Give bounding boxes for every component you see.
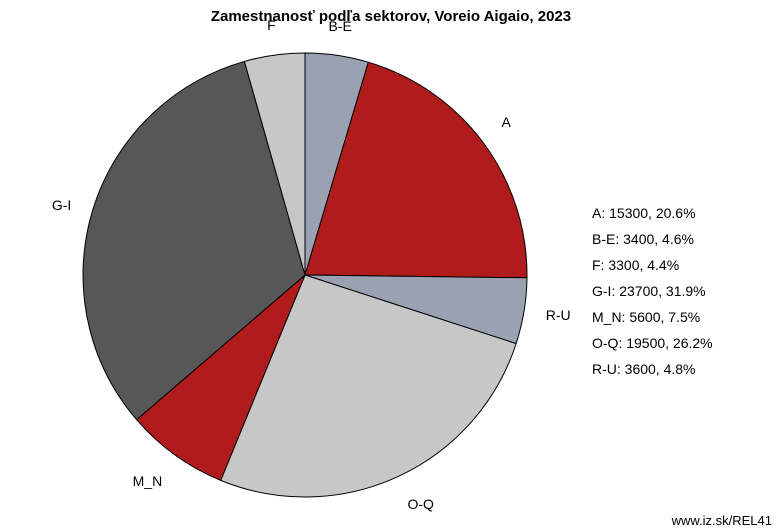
slice-label-A: A — [501, 114, 510, 130]
slice-label-R-U: R-U — [546, 307, 571, 323]
slice-label-B-E: B-E — [328, 18, 351, 34]
slice-label-M_N: M_N — [133, 473, 163, 489]
legend-row: F: 3300, 4.4% — [592, 252, 713, 278]
slice-label-O-Q: O-Q — [408, 496, 434, 512]
source-footer: www.iz.sk/REL41 — [672, 513, 772, 528]
chart-legend: A: 15300, 20.6% B-E: 3400, 4.6% F: 3300,… — [592, 200, 713, 382]
legend-row: B-E: 3400, 4.6% — [592, 226, 713, 252]
slice-label-G-I: G-I — [52, 197, 71, 213]
slice-label-F: F — [267, 17, 276, 33]
legend-row: A: 15300, 20.6% — [592, 200, 713, 226]
legend-row: R-U: 3600, 4.8% — [592, 356, 713, 382]
legend-row: G-I: 23700, 31.9% — [592, 278, 713, 304]
legend-row: O-Q: 19500, 26.2% — [592, 330, 713, 356]
legend-row: M_N: 5600, 7.5% — [592, 304, 713, 330]
